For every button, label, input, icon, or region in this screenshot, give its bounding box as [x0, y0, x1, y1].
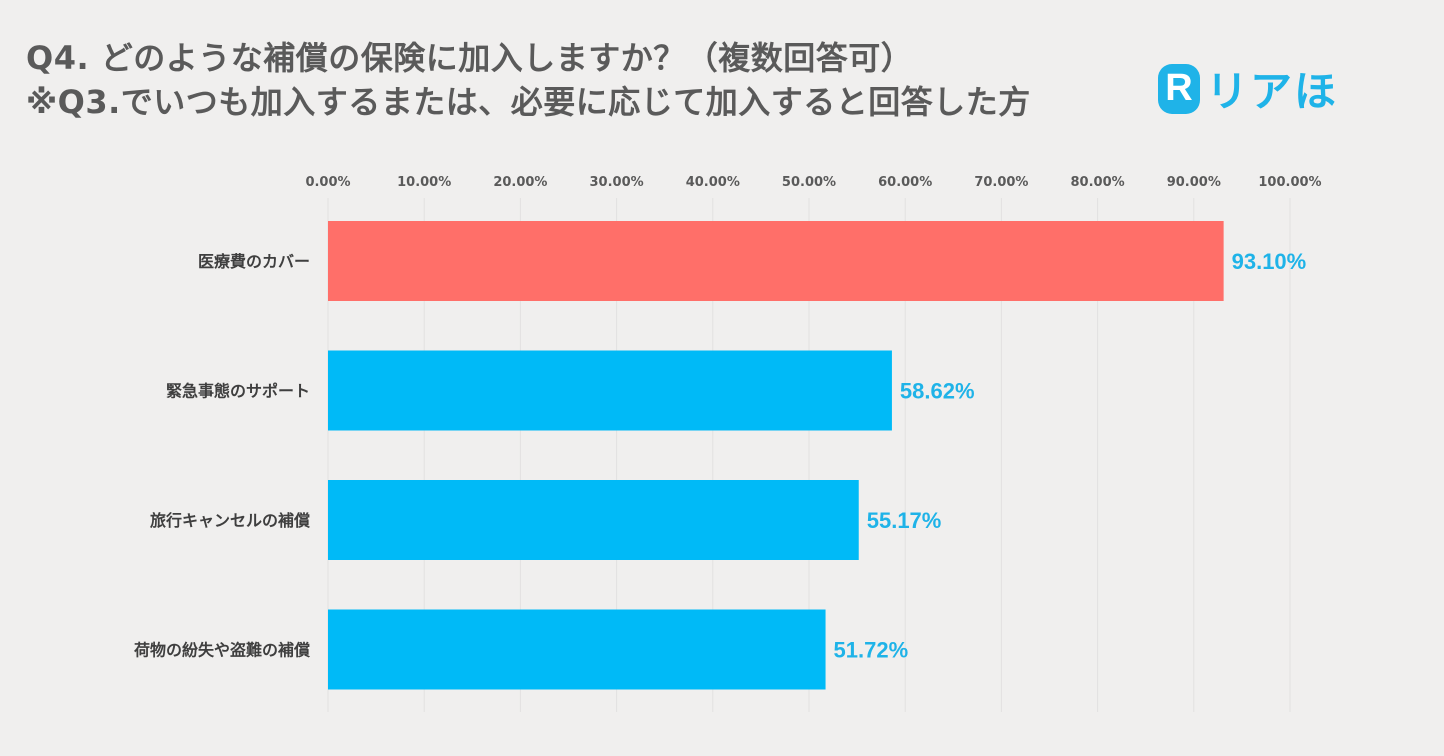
- x-tick-label: 70.00%: [974, 175, 1028, 190]
- x-tick-label: 100.00%: [1258, 175, 1321, 190]
- bar: [328, 221, 1224, 301]
- chart-title: Q4. どのような補償の保険に加入しますか？（複数回答可） ※Q3.でいつも加入…: [26, 36, 1031, 124]
- x-tick-label: 20.00%: [493, 175, 547, 190]
- x-tick-label: 90.00%: [1167, 175, 1221, 190]
- x-tick-label: 80.00%: [1071, 175, 1125, 190]
- bar: [328, 480, 859, 560]
- title-line-1: Q4. どのような補償の保険に加入しますか？（複数回答可）: [26, 39, 914, 77]
- x-tick-label: 50.00%: [782, 175, 836, 190]
- title-line-2: ※Q3.でいつも加入するまたは、必要に応じて加入すると回答した方: [26, 83, 1031, 121]
- category-label: 医療費のカバー: [198, 252, 310, 271]
- category-label: 旅行キャンセルの補償: [150, 511, 311, 530]
- x-tick-label: 40.00%: [686, 175, 740, 190]
- x-tick-label: 60.00%: [878, 175, 932, 190]
- x-tick-label: 0.00%: [305, 175, 350, 190]
- logo-mark-icon: R: [1158, 63, 1200, 114]
- data-label: 93.10%: [1232, 249, 1307, 274]
- x-tick-label: 10.00%: [397, 175, 451, 190]
- bar: [328, 350, 892, 431]
- category-label: 緊急事態のサポート: [166, 382, 310, 401]
- logo-text: リアほ: [1206, 67, 1339, 116]
- x-tick-label: 30.00%: [590, 175, 644, 190]
- bar: [328, 609, 826, 690]
- data-label: 51.72%: [834, 638, 909, 663]
- data-label: 58.62%: [900, 379, 975, 404]
- category-label: 荷物の紛失や盗難の補償: [134, 641, 311, 660]
- data-label: 55.17%: [867, 508, 942, 533]
- logo: R リアほ: [1158, 58, 1338, 119]
